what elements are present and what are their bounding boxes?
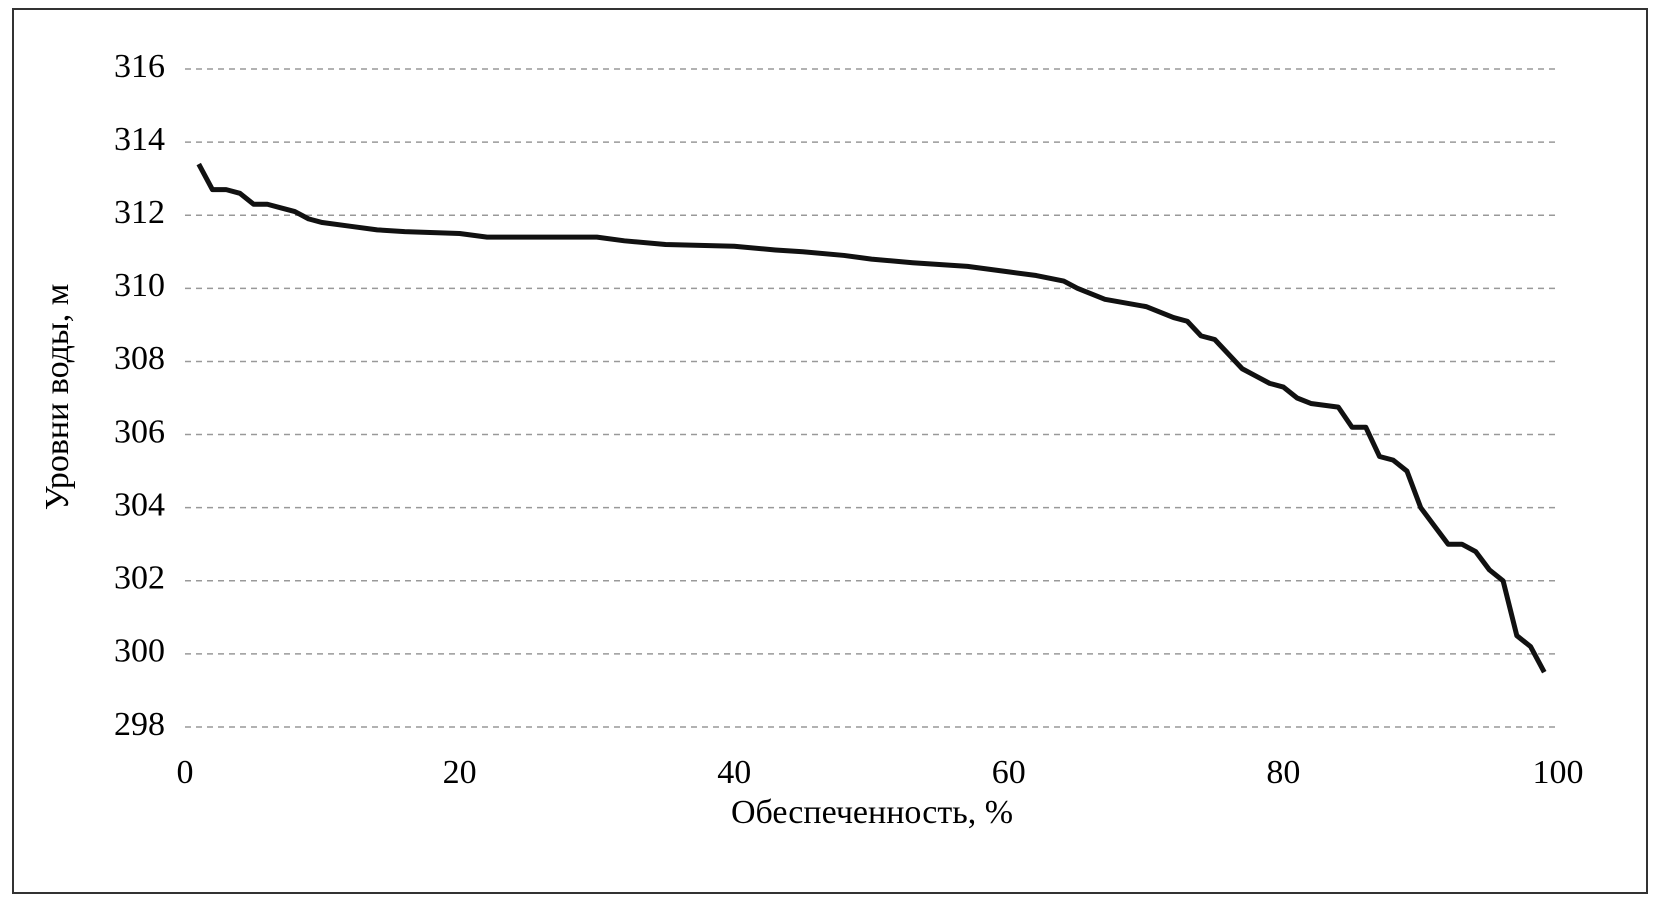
y-tick-label: 314 (114, 121, 165, 158)
x-tick-label: 0 (177, 754, 194, 791)
y-axis-label: Уровни воды, м (39, 284, 76, 511)
x-tick-label: 20 (443, 754, 477, 791)
chart-frame (12, 8, 1648, 894)
x-tick-label: 40 (717, 754, 751, 791)
y-tick-label: 300 (114, 633, 165, 670)
x-tick-label: 60 (992, 754, 1026, 791)
y-tick-label: 308 (114, 340, 165, 377)
y-tick-label: 316 (114, 48, 165, 85)
x-axis-label: Обеспеченность, % (731, 794, 1013, 831)
y-tick-label: 302 (114, 560, 165, 597)
data-line (196, 162, 1547, 674)
x-tick-label: 80 (1266, 754, 1300, 791)
y-tick-label: 298 (114, 706, 165, 743)
y-tick-label: 310 (114, 267, 165, 304)
y-tick-label: 312 (114, 194, 165, 231)
y-tick-label: 304 (114, 486, 165, 523)
y-tick-label: 306 (114, 413, 165, 450)
x-tick-label: 100 (1533, 754, 1584, 791)
